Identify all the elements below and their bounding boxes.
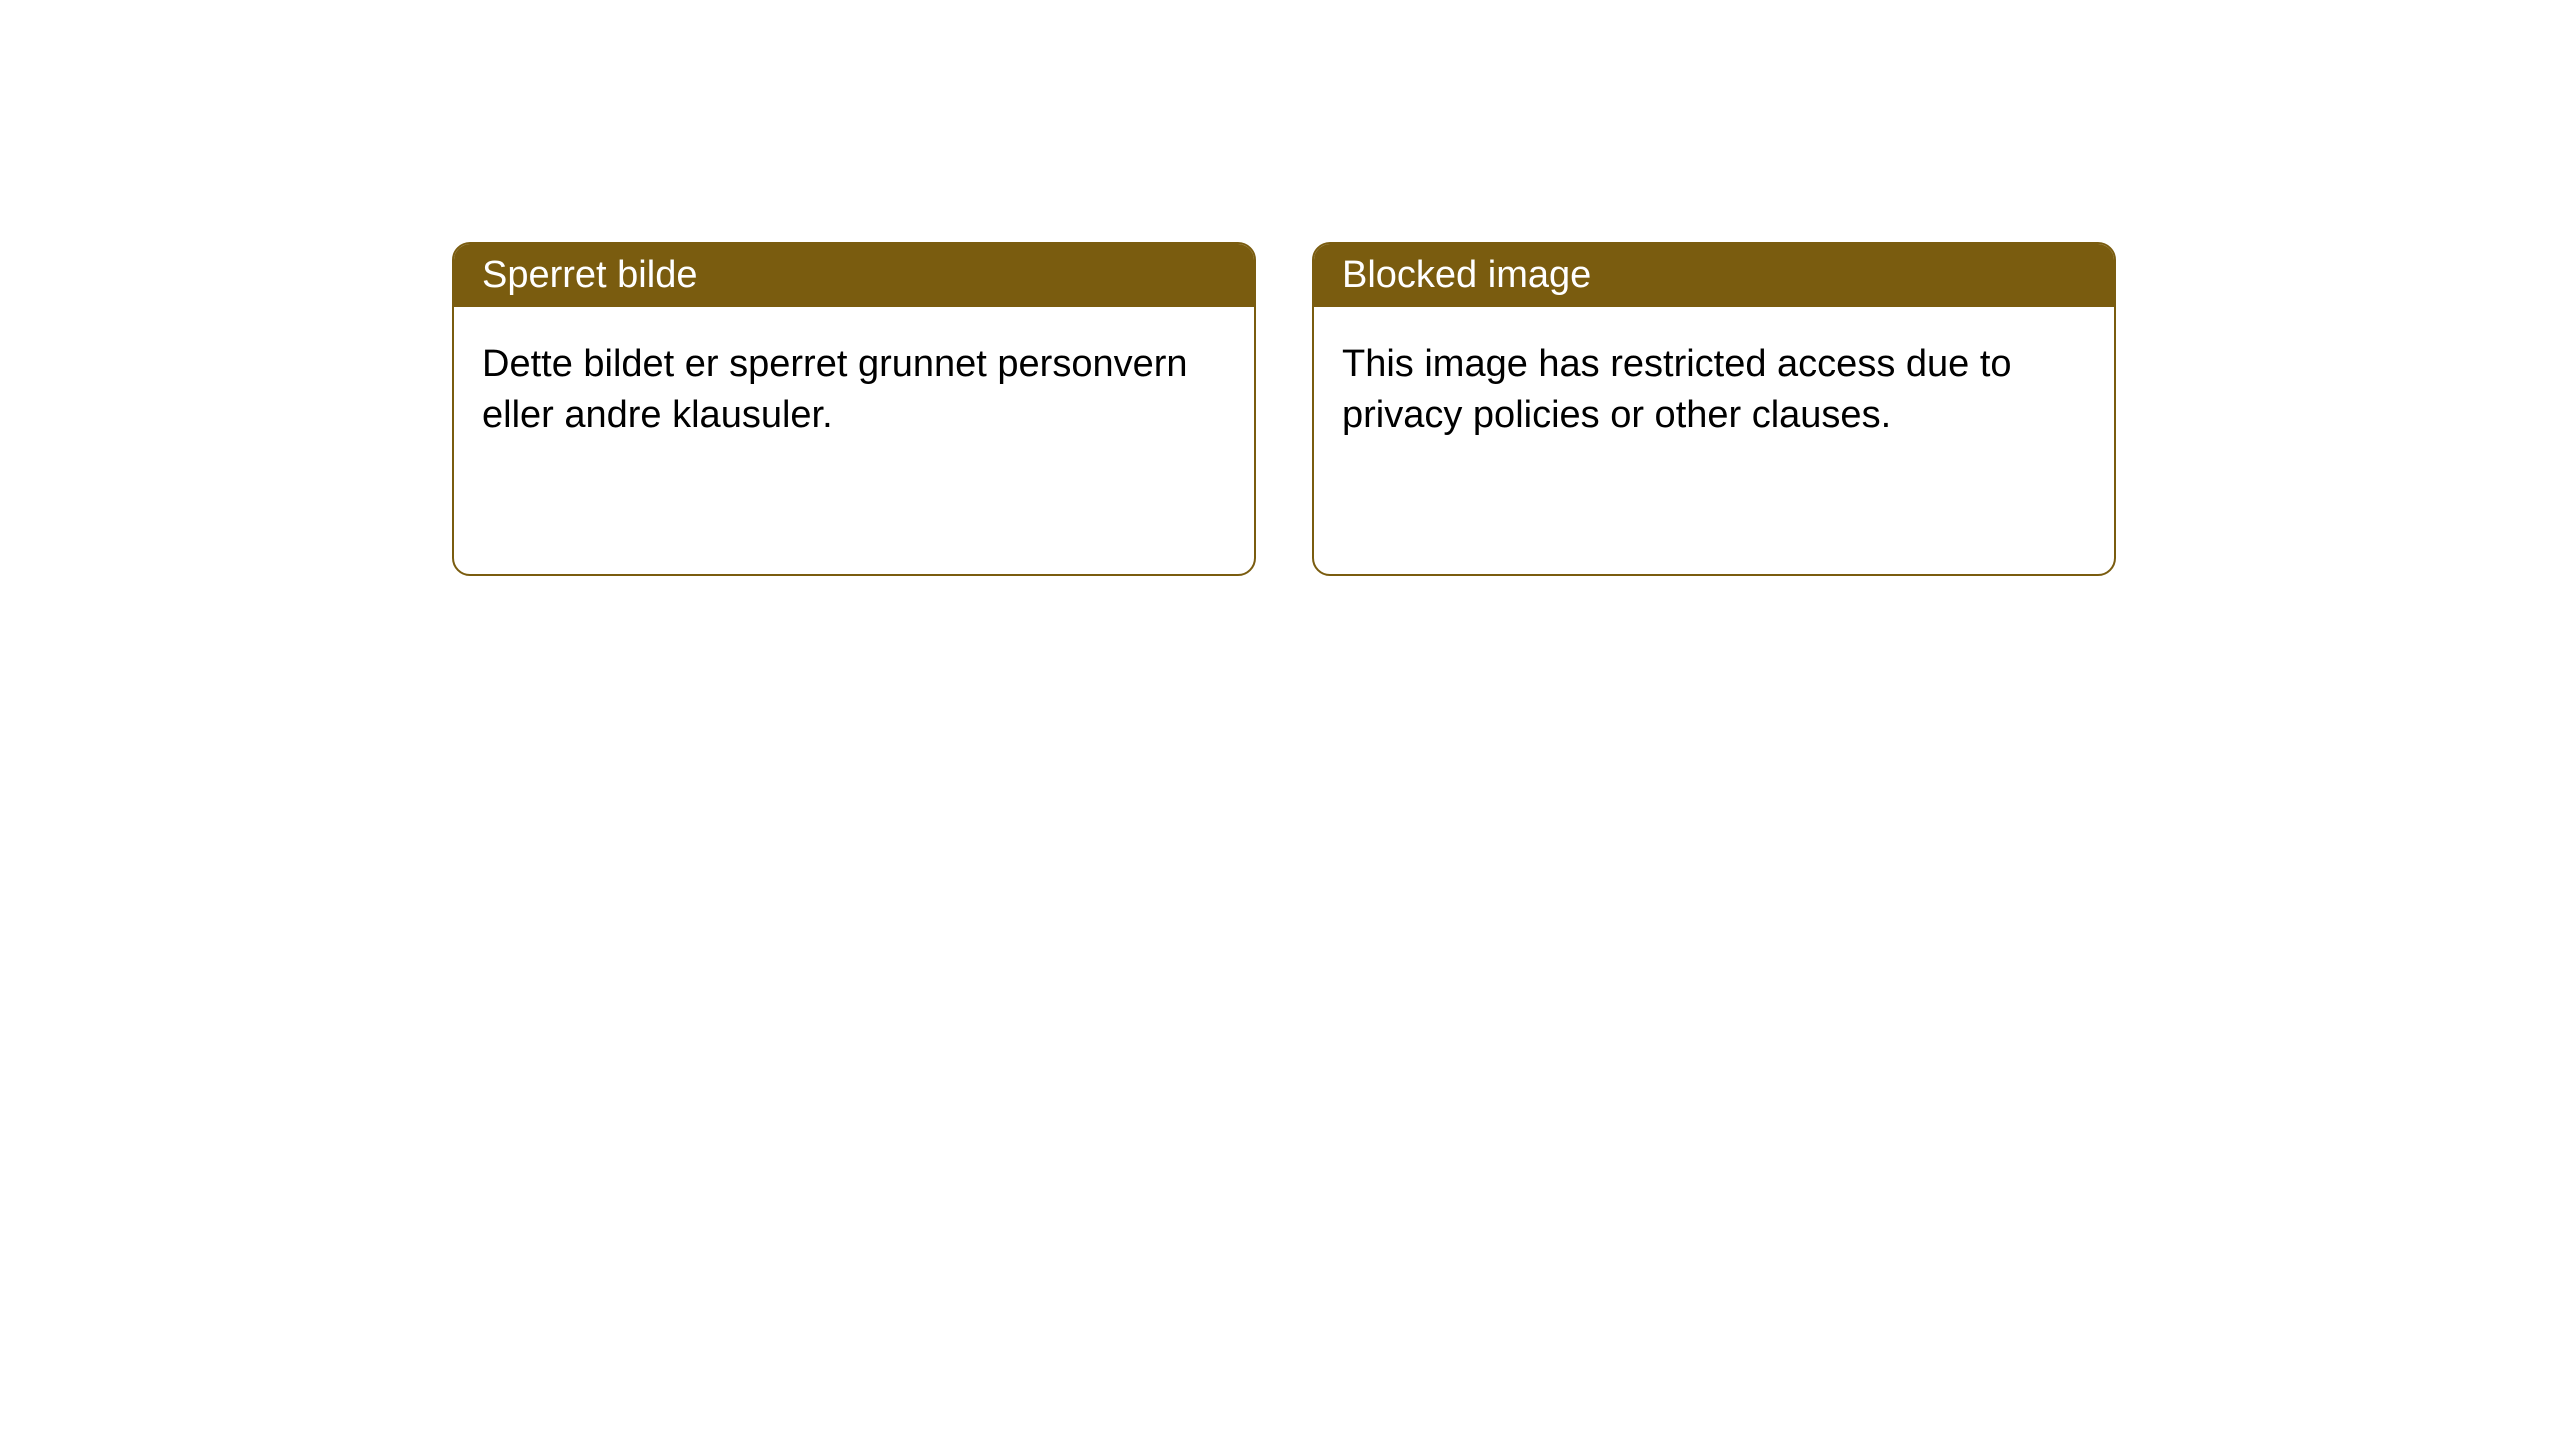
notice-message: This image has restricted access due to … [1342, 343, 2012, 436]
notice-message: Dette bildet er sperret grunnet personve… [482, 343, 1188, 436]
notice-body: Dette bildet er sperret grunnet personve… [454, 307, 1254, 474]
notice-title: Sperret bilde [482, 254, 697, 296]
notice-header: Blocked image [1314, 244, 2114, 307]
notice-card-norwegian: Sperret bilde Dette bildet er sperret gr… [452, 242, 1256, 576]
notice-container: Sperret bilde Dette bildet er sperret gr… [0, 0, 2560, 576]
notice-header: Sperret bilde [454, 244, 1254, 307]
notice-card-english: Blocked image This image has restricted … [1312, 242, 2116, 576]
notice-title: Blocked image [1342, 254, 1591, 296]
notice-body: This image has restricted access due to … [1314, 307, 2114, 474]
